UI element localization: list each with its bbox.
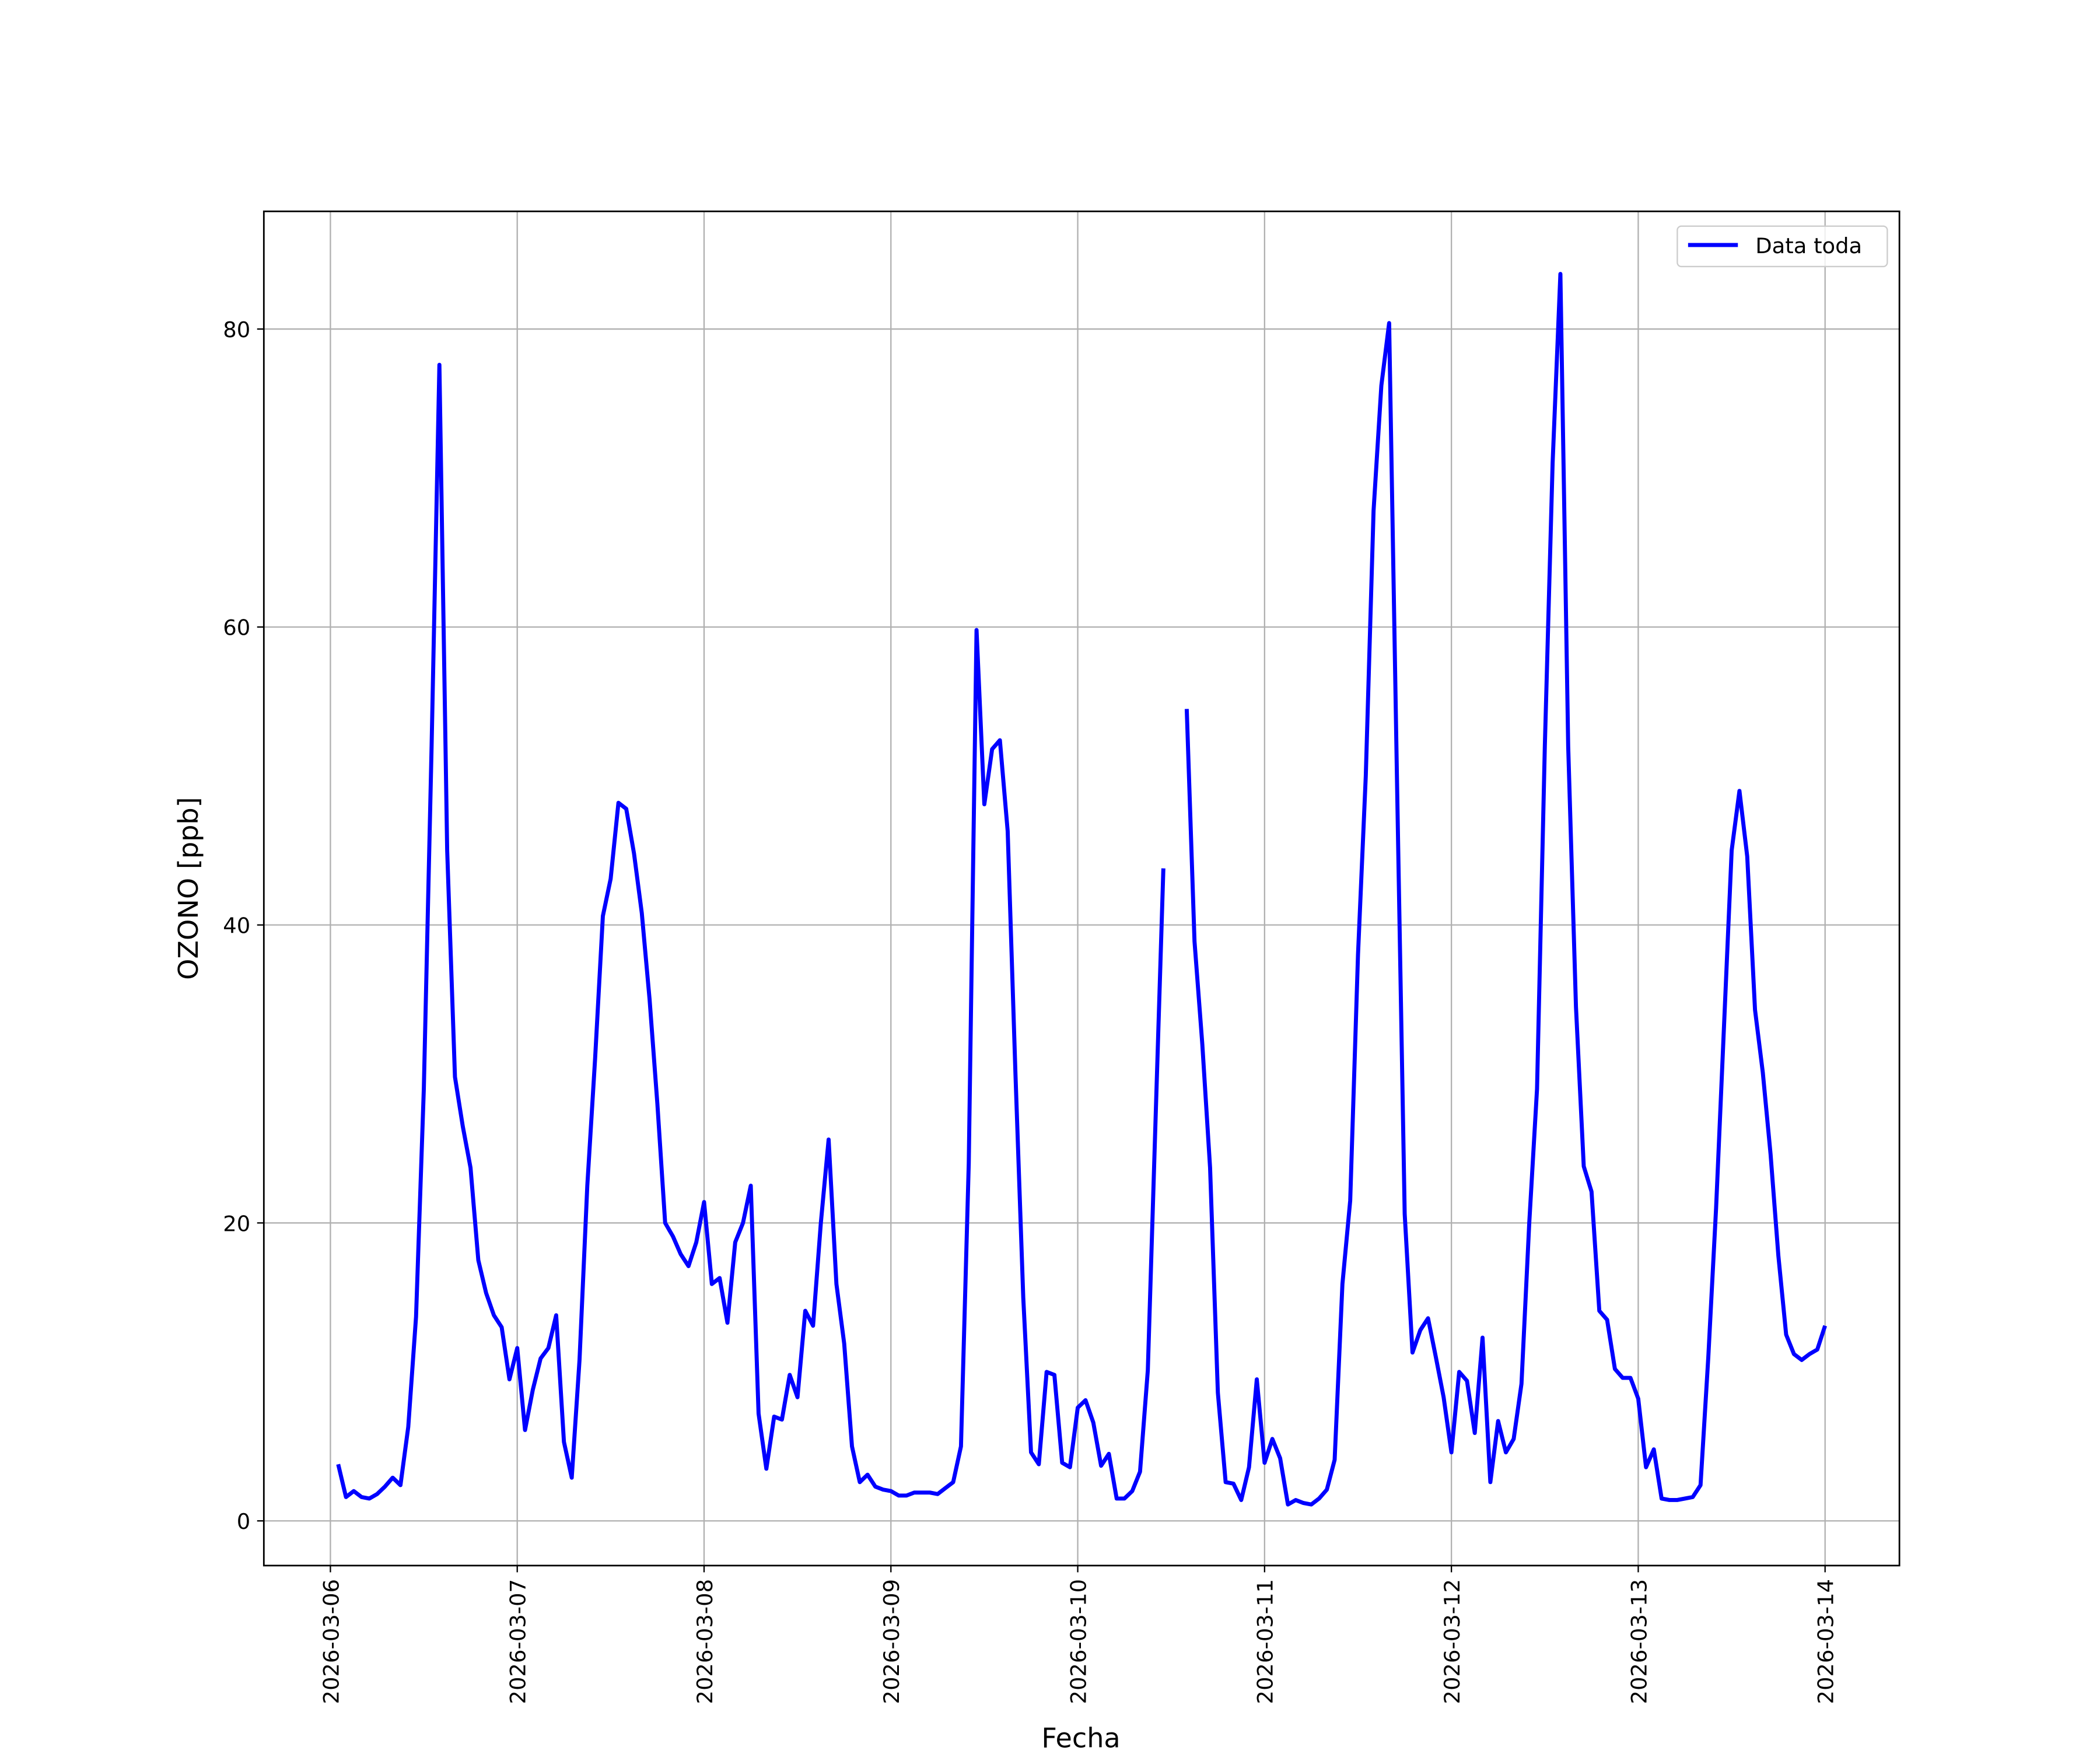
- x-tick-label: 2026-03-08: [692, 1579, 718, 1704]
- x-tick-label: 2026-03-06: [318, 1579, 344, 1704]
- x-tick-label: 2026-03-14: [1814, 1579, 1839, 1704]
- x-tick-label: 2026-03-09: [879, 1579, 904, 1704]
- x-tick-label: 2026-03-11: [1253, 1579, 1278, 1704]
- y-tick-label: 60: [223, 615, 250, 640]
- plot-frame: [262, 210, 1901, 1567]
- legend-box: [1676, 225, 1888, 268]
- x-axis-label: Fecha: [1041, 1722, 1120, 1750]
- x-tick-label: 2026-03-12: [1440, 1579, 1465, 1704]
- y-tick-label: 0: [237, 1509, 250, 1534]
- y-tick-label: 80: [223, 317, 250, 342]
- legend-label: Data toda: [1755, 233, 1862, 258]
- y-axis-label: OZONO [ppb]: [173, 797, 204, 980]
- y-tick-label: 20: [223, 1211, 250, 1236]
- x-tick-label: 2026-03-10: [1066, 1579, 1091, 1704]
- x-tick-label: 2026-03-13: [1626, 1579, 1651, 1704]
- data-line: [336, 272, 1827, 1507]
- x-tick-label: 2026-03-07: [506, 1579, 531, 1704]
- y-tick-label: 40: [223, 913, 250, 938]
